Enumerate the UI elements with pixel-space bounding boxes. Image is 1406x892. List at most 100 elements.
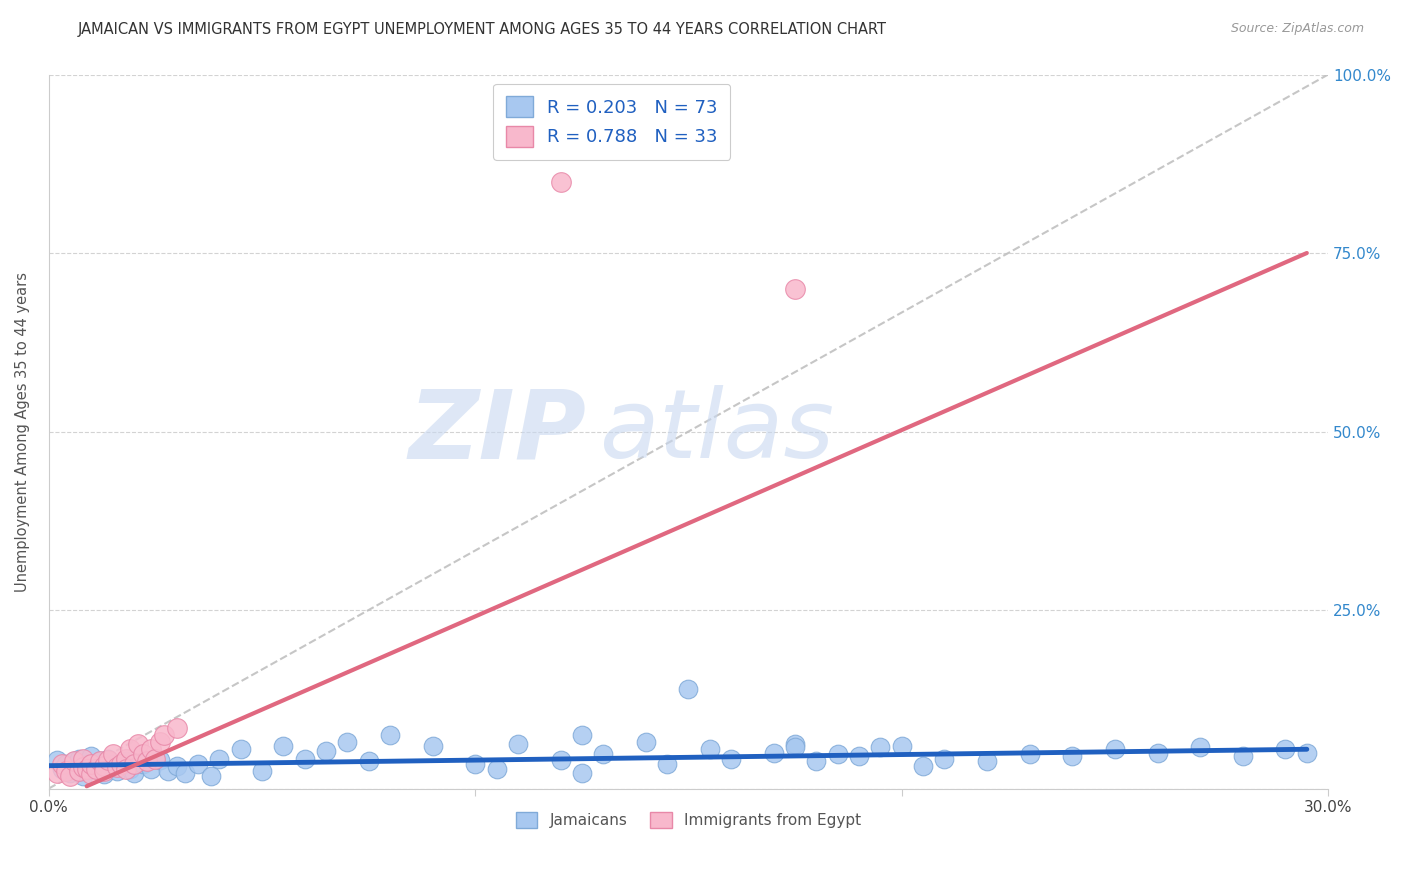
Point xyxy=(114,751,136,765)
Point xyxy=(122,756,145,771)
Point xyxy=(1146,746,1168,760)
Point xyxy=(550,175,572,189)
Point xyxy=(89,755,111,769)
Point xyxy=(105,760,128,774)
Point xyxy=(149,735,172,749)
Point xyxy=(97,751,120,765)
Point xyxy=(271,739,294,753)
Text: atlas: atlas xyxy=(599,385,834,478)
Point xyxy=(80,762,103,776)
Point xyxy=(1295,746,1317,760)
Point xyxy=(655,756,678,771)
Point xyxy=(110,756,132,771)
Point xyxy=(1062,749,1084,764)
Point xyxy=(699,742,721,756)
Point xyxy=(93,767,115,781)
Point xyxy=(166,721,188,735)
Point xyxy=(149,753,172,767)
Text: JAMAICAN VS IMMIGRANTS FROM EGYPT UNEMPLOYMENT AMONG AGES 35 TO 44 YEARS CORRELA: JAMAICAN VS IMMIGRANTS FROM EGYPT UNEMPL… xyxy=(77,22,886,37)
Point xyxy=(63,755,86,769)
Point xyxy=(139,742,162,756)
Point xyxy=(84,762,107,776)
Point xyxy=(550,753,572,767)
Point xyxy=(485,762,508,776)
Point xyxy=(783,740,806,755)
Point xyxy=(145,751,167,765)
Point xyxy=(80,749,103,764)
Point xyxy=(174,765,197,780)
Point xyxy=(76,762,98,776)
Point xyxy=(67,751,90,765)
Text: Source: ZipAtlas.com: Source: ZipAtlas.com xyxy=(1230,22,1364,36)
Point xyxy=(571,765,593,780)
Point xyxy=(378,728,401,742)
Point xyxy=(634,735,657,749)
Legend: Jamaicans, Immigrants from Egypt: Jamaicans, Immigrants from Egypt xyxy=(510,806,868,834)
Point xyxy=(464,756,486,771)
Point xyxy=(422,739,444,753)
Point xyxy=(55,764,77,778)
Point xyxy=(139,762,162,776)
Point xyxy=(592,747,614,762)
Point xyxy=(131,747,153,762)
Point xyxy=(135,755,157,769)
Point xyxy=(720,751,742,765)
Point xyxy=(51,762,73,776)
Point xyxy=(157,764,180,778)
Point xyxy=(80,756,103,771)
Point xyxy=(84,758,107,772)
Point xyxy=(357,755,380,769)
Point xyxy=(127,737,149,751)
Point xyxy=(166,758,188,772)
Point xyxy=(72,760,94,774)
Point xyxy=(51,756,73,771)
Point xyxy=(59,765,82,780)
Point xyxy=(59,769,82,783)
Point xyxy=(783,737,806,751)
Point xyxy=(72,769,94,783)
Point xyxy=(1274,742,1296,756)
Point xyxy=(762,746,785,760)
Point xyxy=(93,764,115,778)
Point xyxy=(97,753,120,767)
Point xyxy=(80,767,103,781)
Point xyxy=(827,747,849,762)
Point xyxy=(806,755,828,769)
Point xyxy=(848,749,870,764)
Point xyxy=(76,756,98,771)
Point xyxy=(1104,742,1126,756)
Point xyxy=(571,728,593,742)
Point xyxy=(46,753,69,767)
Point xyxy=(911,758,934,772)
Point xyxy=(678,681,700,696)
Point xyxy=(890,739,912,753)
Point xyxy=(101,760,124,774)
Point xyxy=(934,751,956,765)
Point xyxy=(336,735,359,749)
Point xyxy=(93,758,115,772)
Point xyxy=(101,756,124,771)
Point xyxy=(46,765,69,780)
Text: ZIP: ZIP xyxy=(408,385,586,478)
Point xyxy=(72,760,94,774)
Point xyxy=(89,755,111,769)
Point xyxy=(105,764,128,778)
Point xyxy=(72,751,94,765)
Point xyxy=(110,758,132,772)
Point xyxy=(63,755,86,769)
Point xyxy=(153,728,176,742)
Point xyxy=(869,740,891,755)
Point xyxy=(89,764,111,778)
Point xyxy=(118,762,141,776)
Point xyxy=(250,764,273,778)
Point xyxy=(200,769,222,783)
Point xyxy=(122,765,145,780)
Point xyxy=(55,756,77,771)
Point xyxy=(506,737,529,751)
Point xyxy=(208,751,231,765)
Point xyxy=(114,762,136,776)
Point xyxy=(67,764,90,778)
Point xyxy=(114,755,136,769)
Point xyxy=(229,742,252,756)
Y-axis label: Unemployment Among Ages 35 to 44 years: Unemployment Among Ages 35 to 44 years xyxy=(15,271,30,591)
